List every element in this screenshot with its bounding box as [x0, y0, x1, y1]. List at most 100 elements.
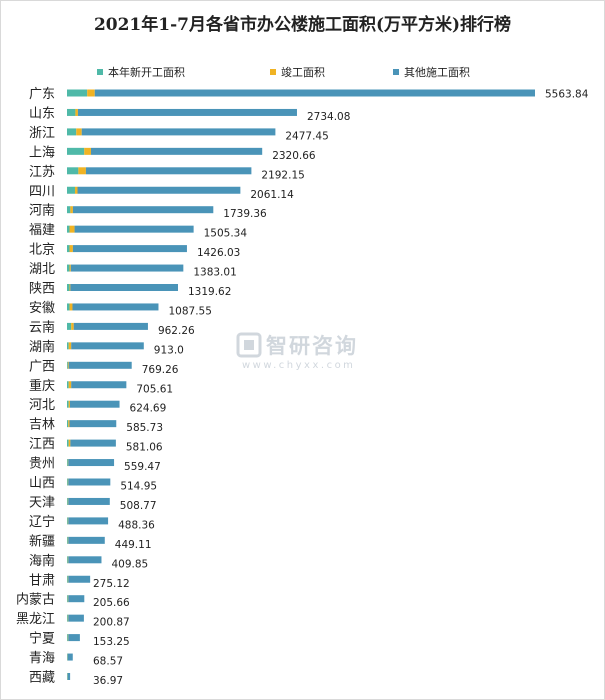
category-label: 西藏: [29, 671, 55, 686]
value-label: 508.77: [120, 500, 157, 512]
bar-segment: [69, 284, 71, 291]
value-label: 153.25: [93, 636, 130, 648]
bar-segment: [71, 342, 144, 350]
bar-segment: [75, 108, 78, 116]
bar-segment: [72, 206, 214, 214]
bar-segment: [69, 245, 73, 253]
value-label: 68.57: [93, 656, 123, 668]
category-label: 云南: [29, 319, 55, 335]
bar-segment: [67, 400, 69, 408]
bar-segment: [67, 556, 68, 564]
bar-segment: [67, 322, 72, 330]
bar-segment: [74, 225, 194, 233]
bar-segment: [67, 536, 68, 544]
bar-segment: [77, 108, 297, 116]
value-label: 488.36: [118, 519, 155, 531]
bar-segment: [67, 361, 68, 369]
legend-swatch: [97, 69, 103, 75]
legend-swatch: [270, 69, 276, 75]
value-label: 585.73: [126, 422, 163, 434]
value-label: 5563.84: [545, 89, 589, 101]
value-label: 2320.66: [272, 150, 316, 162]
value-label: 36.97: [93, 675, 123, 687]
bar-segment: [67, 128, 77, 136]
category-label: 吉林: [29, 418, 55, 433]
category-label: 宁夏: [29, 631, 55, 647]
category-label: 江西: [29, 437, 55, 452]
bar-segment: [84, 147, 91, 155]
bar-segment: [68, 400, 70, 408]
bar-segment: [67, 634, 68, 642]
bar-segment: [68, 439, 71, 447]
value-label: 2192.15: [261, 169, 304, 181]
value-label: 1505.34: [204, 228, 248, 240]
bar-segment: [67, 342, 69, 350]
bar-segment: [68, 556, 102, 564]
bar-segment: [70, 264, 184, 272]
category-label: 青海: [29, 651, 55, 666]
bar-segment: [72, 245, 187, 253]
value-label: 1383.01: [193, 267, 236, 279]
value-label: 962.26: [158, 325, 195, 337]
category-label: 山西: [29, 476, 55, 491]
bar-segment: [68, 575, 91, 583]
bar-segment: [68, 478, 111, 486]
bar-segment: [67, 575, 68, 583]
category-label: 辽宁: [29, 514, 55, 530]
value-label: 559.47: [124, 461, 161, 473]
category-label: 山东: [29, 106, 55, 121]
category-label: 北京: [29, 243, 55, 258]
bar-segment: [71, 322, 74, 330]
bar-segment: [67, 264, 70, 272]
bar-segment: [94, 89, 535, 97]
value-label: 581.06: [126, 442, 163, 454]
bar-segment: [67, 595, 68, 603]
value-label: 1319.62: [188, 286, 231, 298]
bar-segment: [69, 303, 73, 311]
bar-segment: [69, 400, 120, 408]
bar-segment: [67, 361, 69, 369]
category-label: 重庆: [29, 378, 55, 394]
bar-segment: [67, 147, 85, 155]
category-label: 广西: [29, 359, 55, 374]
bar-segment: [67, 167, 79, 175]
bar-segment: [67, 478, 68, 486]
value-label: 705.61: [136, 383, 173, 395]
value-label: 2061.14: [250, 189, 294, 201]
bar-segment: [68, 420, 70, 428]
bar-segment: [68, 361, 132, 369]
bar-segment: [67, 381, 69, 389]
bar-segment: [71, 381, 127, 389]
bar-segment: [77, 186, 241, 194]
value-label: 1739.36: [223, 208, 267, 220]
bar-segment: [68, 381, 72, 389]
bar-segment: [67, 459, 68, 467]
category-label: 甘肃: [29, 573, 55, 588]
bar-segment: [69, 420, 117, 428]
category-label: 安徽: [29, 301, 55, 316]
bar-segment: [68, 497, 110, 505]
bar-segment: [67, 245, 70, 253]
category-label: 浙江: [29, 126, 55, 141]
bar-segment: [67, 653, 73, 661]
bar-segment: [67, 439, 69, 447]
bar-segment: [70, 439, 116, 447]
bar-segment: [67, 673, 71, 680]
legend-label: 本年新开工面积: [108, 65, 185, 79]
bar-segment: [74, 186, 78, 194]
bar-segment: [73, 322, 148, 330]
category-label: 湖北: [29, 262, 55, 277]
category-label: 上海: [29, 145, 55, 160]
category-label: 陕西: [29, 282, 55, 297]
bar-segment: [67, 186, 75, 194]
category-label: 天津: [29, 495, 55, 510]
bar-segment: [67, 517, 68, 525]
bar-segment: [67, 420, 69, 428]
value-label: 409.85: [111, 558, 148, 570]
value-label: 205.66: [93, 597, 130, 609]
category-label: 内蒙古: [16, 592, 55, 608]
value-label: 2734.08: [307, 111, 350, 123]
category-label: 广东: [29, 87, 55, 102]
